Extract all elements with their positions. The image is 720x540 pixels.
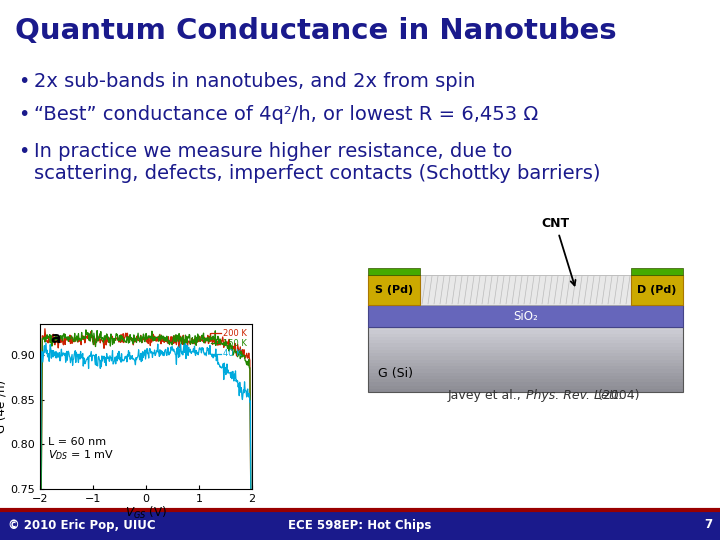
150 K [60,331,69,338]
Text: D (Pd): D (Pd) [637,285,677,295]
200 K [61,334,70,340]
Bar [368,352,683,356]
200 K [105,338,114,344]
150 K [169,333,178,339]
Line: 150 K: 150 K [40,330,252,540]
150 K [81,327,90,333]
Bar [368,346,683,350]
Bar [368,365,683,369]
Text: scattering, defects, imperfect contacts (Schottky barriers): scattering, defects, imperfect contacts … [34,164,600,183]
Y-axis label: G (4e²/h): G (4e²/h) [0,380,7,433]
Bar [368,326,683,330]
Line: 200 K: 200 K [40,329,252,540]
Text: Javey et al.,: Javey et al., [448,389,526,402]
Text: Quantum Conductance in Nanotubes: Quantum Conductance in Nanotubes [15,17,616,45]
Bar [368,375,683,379]
Text: 2x sub-bands in nanotubes, and 2x from spin: 2x sub-bands in nanotubes, and 2x from s… [34,72,475,91]
40 K [61,359,70,366]
Bar [368,384,683,389]
Text: $V_{DS}$ = 1 mV: $V_{DS}$ = 1 mV [48,449,114,462]
Bar [368,372,683,376]
Bar [368,327,683,392]
40 K [120,357,129,363]
Bar [368,359,683,363]
Text: •: • [18,142,30,161]
Bar [368,342,683,347]
Text: •: • [18,105,30,124]
Bar [631,275,683,305]
Line: 40 K: 40 K [40,343,252,540]
Bar [0,510,720,540]
Bar [368,333,683,337]
200 K [169,338,178,344]
Text: L = 60 nm: L = 60 nm [48,437,106,447]
Text: Phys. Rev. Lett.: Phys. Rev. Lett. [526,389,622,402]
Text: “Best” conductance of 4q²/h, or lowest R = 6,453 Ω: “Best” conductance of 4q²/h, or lowest R… [34,105,539,124]
40 K [190,343,199,349]
Text: In practice we measure higher resistance, due to: In practice we measure higher resistance… [34,142,513,161]
Bar [368,275,420,305]
Bar [368,362,683,366]
Text: SiO₂: SiO₂ [513,309,538,322]
Bar [368,368,683,373]
150 K [189,337,198,343]
200 K [189,339,198,346]
Bar [631,268,683,275]
40 K [189,346,198,352]
Legend: 200 K, 150 K, 40 K: 200 K, 150 K, 40 K [211,328,248,359]
200 K [190,341,199,347]
Text: a: a [50,330,60,346]
Text: •: • [18,72,30,91]
Text: 7: 7 [704,518,712,531]
150 K [105,339,114,345]
40 K [105,358,114,365]
Text: © 2010 Eric Pop, UIUC: © 2010 Eric Pop, UIUC [8,518,156,531]
Text: S (Pd): S (Pd) [375,285,413,295]
Bar [368,329,683,334]
Text: (2004): (2004) [593,389,639,402]
Bar [368,378,683,382]
Bar [368,339,683,343]
Bar [368,268,420,275]
Bar [368,388,683,392]
150 K [120,336,129,343]
150 K [190,340,199,346]
Bar [368,355,683,360]
Bar [420,275,631,305]
Bar [368,349,683,353]
Bar [368,305,683,327]
Bar [368,381,683,386]
Bar [368,336,683,340]
Text: ECE 598EP: Hot Chips: ECE 598EP: Hot Chips [288,518,432,531]
Text: G (Si): G (Si) [378,367,413,380]
40 K [169,346,178,353]
40 K [42,340,50,346]
X-axis label: $V_{GS}$ (V): $V_{GS}$ (V) [125,505,167,521]
Text: CNT: CNT [541,217,575,286]
200 K [120,334,129,341]
200 K [40,326,49,332]
